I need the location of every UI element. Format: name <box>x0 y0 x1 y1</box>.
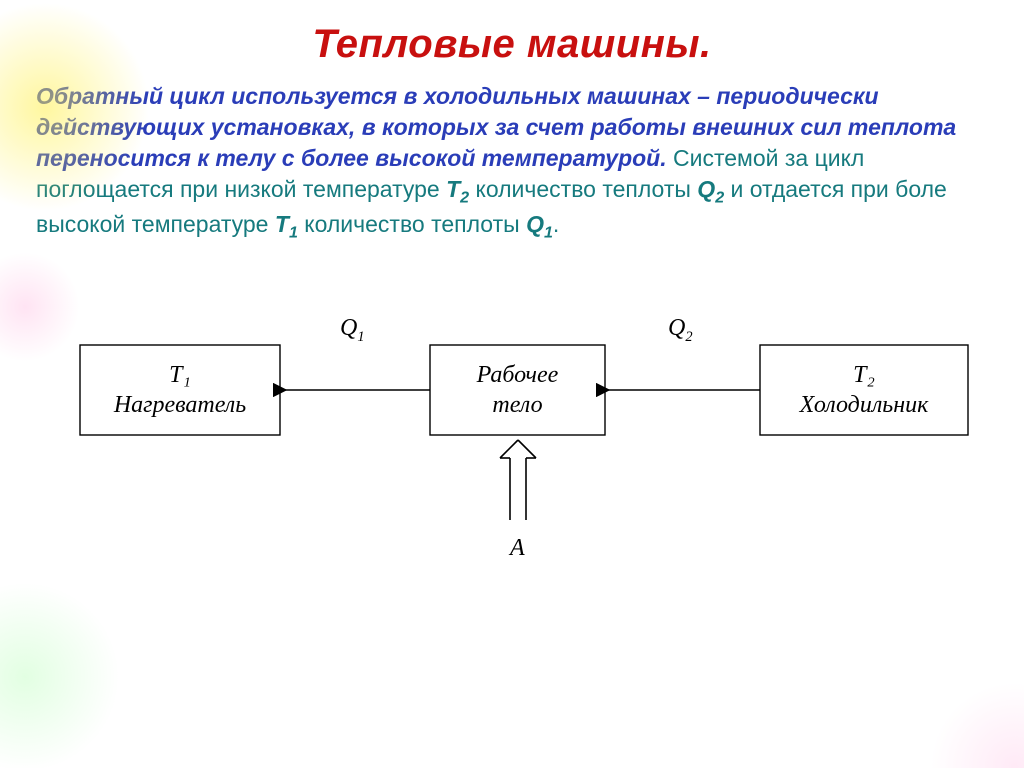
tail-4: количество теплоты <box>298 211 526 237</box>
description-paragraph: Обратный цикл используется в холодильных… <box>0 73 1024 245</box>
var-T1: Т1 <box>275 211 298 237</box>
node-heater <box>80 345 280 435</box>
arrow-label: Q1 <box>340 315 365 345</box>
tail-end: . <box>553 211 559 237</box>
var-Q1: Q1 <box>526 211 553 237</box>
diagram-container: Т₁ Нагреватель Рабочее тело Т₂ Холодильник Q1 Q… <box>0 305 1024 590</box>
tail-2: количество теплоты <box>469 176 697 202</box>
work-arrow-head <box>500 440 518 458</box>
lead-phrase: Обратный цикл <box>36 83 225 109</box>
work-label: A <box>508 535 525 561</box>
node-body <box>430 345 605 435</box>
arrow-label: Q2 <box>668 315 693 345</box>
node-cooler <box>760 345 968 435</box>
node-label: Холодильник <box>799 392 929 418</box>
var-T2: Т2 <box>446 176 469 202</box>
node-label: Т₁ <box>169 362 191 388</box>
node-label: Т₂ <box>853 362 875 388</box>
page-title: Тепловые машины. <box>0 22 1024 67</box>
node-label: тело <box>492 392 542 418</box>
work-arrow-head <box>518 440 536 458</box>
node-label: Нагреватель <box>113 392 246 418</box>
deco-blob <box>0 582 120 768</box>
var-Q2: Q2 <box>697 176 724 202</box>
flow-diagram: Т₁ Нагреватель Рабочее тело Т₂ Холодильник Q1 Q… <box>0 305 1024 585</box>
deco-blob <box>930 682 1024 768</box>
node-label: Рабочее <box>476 362 559 388</box>
